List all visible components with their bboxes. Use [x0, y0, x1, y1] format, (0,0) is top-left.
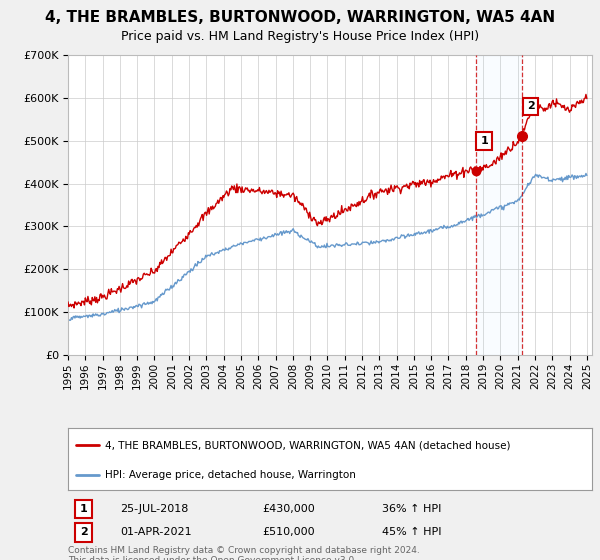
Text: 4, THE BRAMBLES, BURTONWOOD, WARRINGTON, WA5 4AN: 4, THE BRAMBLES, BURTONWOOD, WARRINGTON,…: [45, 10, 555, 25]
Text: 1: 1: [481, 136, 488, 146]
Text: 25-JUL-2018: 25-JUL-2018: [121, 504, 189, 514]
Text: £430,000: £430,000: [262, 504, 314, 514]
Bar: [476, 55, 522, 355]
Text: 2: 2: [80, 528, 88, 538]
Text: 4, THE BRAMBLES, BURTONWOOD, WARRINGTON, WA5 4AN (detached house): 4, THE BRAMBLES, BURTONWOOD, WARRINGTON,…: [104, 440, 510, 450]
Text: 01-APR-2021: 01-APR-2021: [121, 528, 192, 538]
Text: HPI: Average price, detached house, Warrington: HPI: Average price, detached house, Warr…: [104, 469, 356, 479]
Text: £510,000: £510,000: [262, 528, 314, 538]
Text: 36% ↑ HPI: 36% ↑ HPI: [382, 504, 442, 514]
Text: 2: 2: [527, 101, 535, 111]
Text: 45% ↑ HPI: 45% ↑ HPI: [382, 528, 442, 538]
Text: Price paid vs. HM Land Registry's House Price Index (HPI): Price paid vs. HM Land Registry's House …: [121, 30, 479, 43]
Text: 1: 1: [80, 504, 88, 514]
Text: Contains HM Land Registry data © Crown copyright and database right 2024.
This d: Contains HM Land Registry data © Crown c…: [68, 546, 420, 560]
